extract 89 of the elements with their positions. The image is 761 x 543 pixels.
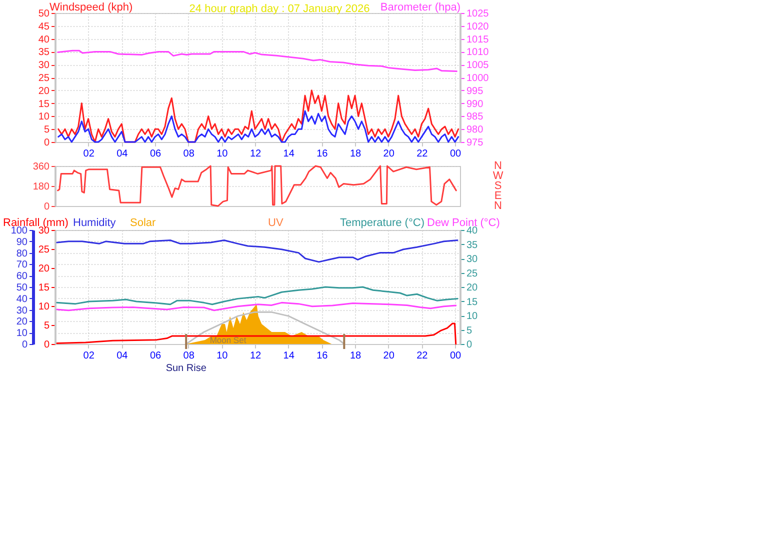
y2-tick-label: 985	[466, 112, 484, 123]
y2-tick-label: 40	[466, 226, 478, 236]
x-tick-label: 12	[250, 350, 262, 362]
text: Temperature (°C)	[340, 217, 424, 229]
y-tick-label: 5	[44, 124, 50, 136]
text: UV	[268, 217, 284, 229]
y2-tick-label: 0	[466, 340, 472, 350]
x-tick-label: 22	[416, 350, 428, 362]
y2-tick-label: 1010	[466, 47, 490, 58]
y2-tick-label: 995	[466, 86, 484, 97]
line-series	[56, 240, 458, 263]
x-tick-label: 14	[283, 148, 295, 160]
y-tick-label: 0	[44, 202, 50, 212]
x-tick-label: 00	[450, 350, 462, 362]
y-tick-label: 60	[16, 271, 28, 282]
y-tick-label: 10	[16, 328, 28, 340]
y-tick-label: 40	[16, 294, 28, 305]
y-tick-label: 180	[32, 182, 50, 192]
x-tick-label: 14	[283, 350, 295, 362]
x-tick-label: 10	[216, 350, 228, 362]
series-label: Humidity	[73, 217, 116, 229]
y-tick-label: 10	[38, 112, 50, 123]
chart-title: 24 hour graph day : 07 January 2026	[189, 3, 370, 15]
y2-tick-label: 10	[466, 311, 478, 322]
x-tick-label: 06	[150, 350, 162, 362]
x-tick-label: 16	[316, 148, 328, 160]
y-tick-label: 0	[44, 138, 50, 148]
text: Solar	[130, 217, 156, 229]
line-series	[58, 110, 460, 143]
line-series	[57, 50, 458, 72]
x-tick-label: 02	[83, 148, 95, 160]
x-tick-label: 00	[450, 148, 462, 160]
y-tick-label: 30	[16, 305, 28, 316]
text: S	[494, 180, 502, 192]
annotation: Moon Set	[210, 335, 247, 345]
x-tick-label: 22	[416, 148, 428, 160]
y2-tick-label: 1025	[466, 8, 490, 20]
text: E	[494, 190, 502, 202]
y2-tick-label: 1015	[466, 34, 490, 46]
y2-tick-label: 1020	[466, 21, 490, 32]
x-tick-label: 16	[316, 350, 328, 362]
y-tick-label: 30	[38, 60, 50, 72]
y-tick-label: 40	[38, 34, 50, 46]
x-tick-label: 02	[83, 350, 95, 362]
ref-line-label: Sun Rise	[166, 363, 207, 374]
y2-tick-label: 980	[466, 124, 484, 136]
y2-tick-label: 20	[466, 282, 478, 294]
y2-tick-label: 975	[466, 138, 484, 148]
y-tick-label: 15	[38, 98, 50, 110]
x-tick-label: 04	[116, 350, 128, 362]
y2-tick-label: 35	[466, 240, 478, 251]
x-tick-label: 18	[350, 148, 362, 160]
y-tick-label: 50	[16, 282, 28, 294]
y2-tick-label: 5	[466, 325, 472, 336]
y-tick-label: 50	[38, 8, 50, 20]
y-tick-label: 20	[16, 316, 28, 328]
y-tick-label: 80	[16, 248, 28, 260]
y-tick-label: 0	[22, 340, 28, 350]
y-tick-label: 100	[10, 226, 28, 236]
text: N	[494, 160, 502, 172]
line-series	[56, 286, 458, 306]
x-tick-label: 10	[216, 148, 228, 160]
y-axis-title: Windspeed (kph)	[50, 2, 133, 14]
y-tick-label: 45	[38, 21, 50, 32]
line-series	[56, 302, 457, 312]
y-tick-label: 35	[38, 47, 50, 58]
x-tick-label: 18	[350, 350, 362, 362]
y2-tick-label: 15	[466, 296, 478, 308]
text: N	[494, 200, 502, 212]
y2-tick-label: 1005	[466, 60, 490, 72]
y-tick-label: 20	[38, 86, 50, 97]
x-tick-label: 12	[250, 148, 262, 160]
y2-tick-label: 1000	[466, 73, 490, 84]
line-series	[57, 165, 457, 207]
y2-axis-title: Barometer (hpa)	[380, 2, 460, 14]
y-tick-label: 90	[16, 236, 28, 248]
x-tick-label: 08	[183, 350, 195, 362]
x-tick-label: 20	[383, 350, 395, 362]
y-tick-label: 360	[32, 162, 50, 172]
y-tick-label: 25	[38, 73, 50, 84]
x-tick-label: 20	[383, 148, 395, 160]
x-tick-label: 04	[116, 148, 128, 160]
y-tick-label: 70	[16, 260, 28, 271]
text: W	[492, 170, 504, 182]
x-tick-label: 08	[183, 148, 195, 160]
y2-tick-label: 30	[466, 254, 478, 265]
x-tick-label: 06	[150, 148, 162, 160]
y2-tick-label: 990	[466, 98, 484, 110]
y2-tick-label: 25	[466, 268, 478, 280]
